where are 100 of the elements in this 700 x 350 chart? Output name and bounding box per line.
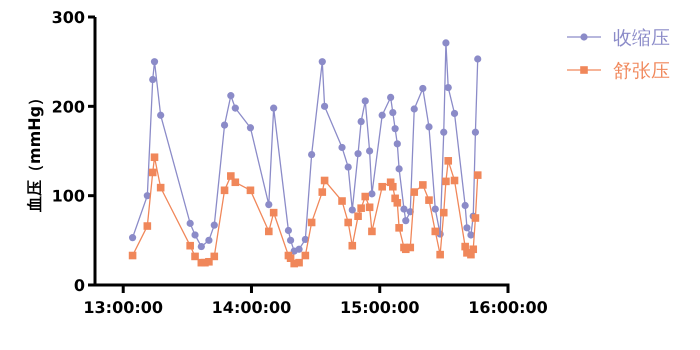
point [450, 110, 458, 118]
point [348, 242, 356, 250]
point [302, 252, 310, 260]
point [474, 171, 482, 179]
point [205, 258, 213, 266]
point [366, 203, 374, 212]
point [148, 168, 157, 176]
point [344, 163, 352, 171]
point [378, 182, 386, 191]
point [431, 228, 440, 236]
point [402, 217, 410, 224]
point [220, 121, 228, 129]
point [366, 147, 374, 155]
point [320, 176, 328, 184]
point [392, 125, 399, 132]
point [462, 202, 469, 210]
point [463, 224, 471, 232]
point [436, 250, 444, 258]
point [246, 186, 254, 194]
point [210, 222, 218, 229]
point [220, 186, 228, 194]
point [264, 228, 273, 236]
point [157, 112, 164, 119]
point [287, 236, 294, 244]
point [440, 208, 448, 216]
legend-label: 舒张压 [613, 60, 670, 82]
point [389, 182, 397, 191]
point [344, 218, 352, 226]
x-tick-label: 15:00:00 [340, 298, 420, 317]
point [450, 176, 458, 184]
point [284, 226, 292, 234]
y-tick-label: 200 [52, 97, 85, 116]
point [191, 231, 199, 239]
point [410, 188, 418, 196]
point [467, 231, 475, 239]
point [318, 58, 326, 66]
point [361, 192, 370, 200]
y-axis-title: 血压（mmHg） [25, 90, 44, 214]
legend-label: 收缩压 [613, 27, 670, 49]
point [210, 252, 218, 260]
point [232, 104, 239, 112]
y-tick-label: 300 [52, 8, 85, 27]
y-tick-label: 100 [52, 186, 85, 206]
point [348, 206, 356, 214]
point [410, 105, 418, 113]
point [227, 172, 235, 180]
point [368, 228, 376, 236]
point [205, 236, 212, 244]
y-tick-label: 0 [74, 276, 85, 295]
point [186, 242, 194, 250]
point [232, 178, 240, 186]
point [186, 220, 194, 227]
point [378, 112, 386, 119]
point [387, 94, 394, 101]
point [354, 212, 362, 220]
point [150, 153, 158, 162]
point [394, 199, 402, 207]
point [246, 124, 254, 132]
point [149, 76, 156, 84]
point [389, 108, 396, 116]
point [432, 205, 439, 213]
point [270, 208, 278, 216]
point [338, 197, 346, 205]
point [400, 205, 408, 213]
point [198, 242, 205, 250]
point [144, 222, 152, 230]
x-tick-label: 16:00:00 [468, 298, 548, 317]
point [442, 39, 450, 47]
point [265, 201, 272, 208]
point [308, 218, 316, 226]
point [469, 245, 478, 254]
point [150, 58, 158, 66]
point [395, 224, 403, 232]
point [368, 190, 376, 198]
point [227, 92, 234, 100]
point [338, 144, 346, 152]
point [394, 140, 401, 148]
x-tick-label: 13:00:00 [83, 298, 164, 317]
point [128, 234, 136, 242]
point [156, 184, 164, 192]
point [128, 252, 136, 260]
point [318, 188, 326, 196]
x-tick-label: 14:00:00 [212, 298, 292, 317]
point [406, 244, 414, 252]
point [444, 157, 452, 165]
point [425, 123, 433, 130]
point [442, 178, 450, 186]
point [474, 55, 482, 63]
point [320, 102, 328, 110]
point [472, 128, 480, 136]
point [419, 181, 427, 189]
point [396, 165, 403, 172]
point [354, 150, 362, 158]
point [358, 118, 365, 126]
point [362, 97, 369, 105]
point [191, 252, 199, 260]
point [270, 104, 278, 112]
point [357, 204, 365, 212]
point [444, 84, 452, 92]
point [295, 246, 303, 253]
